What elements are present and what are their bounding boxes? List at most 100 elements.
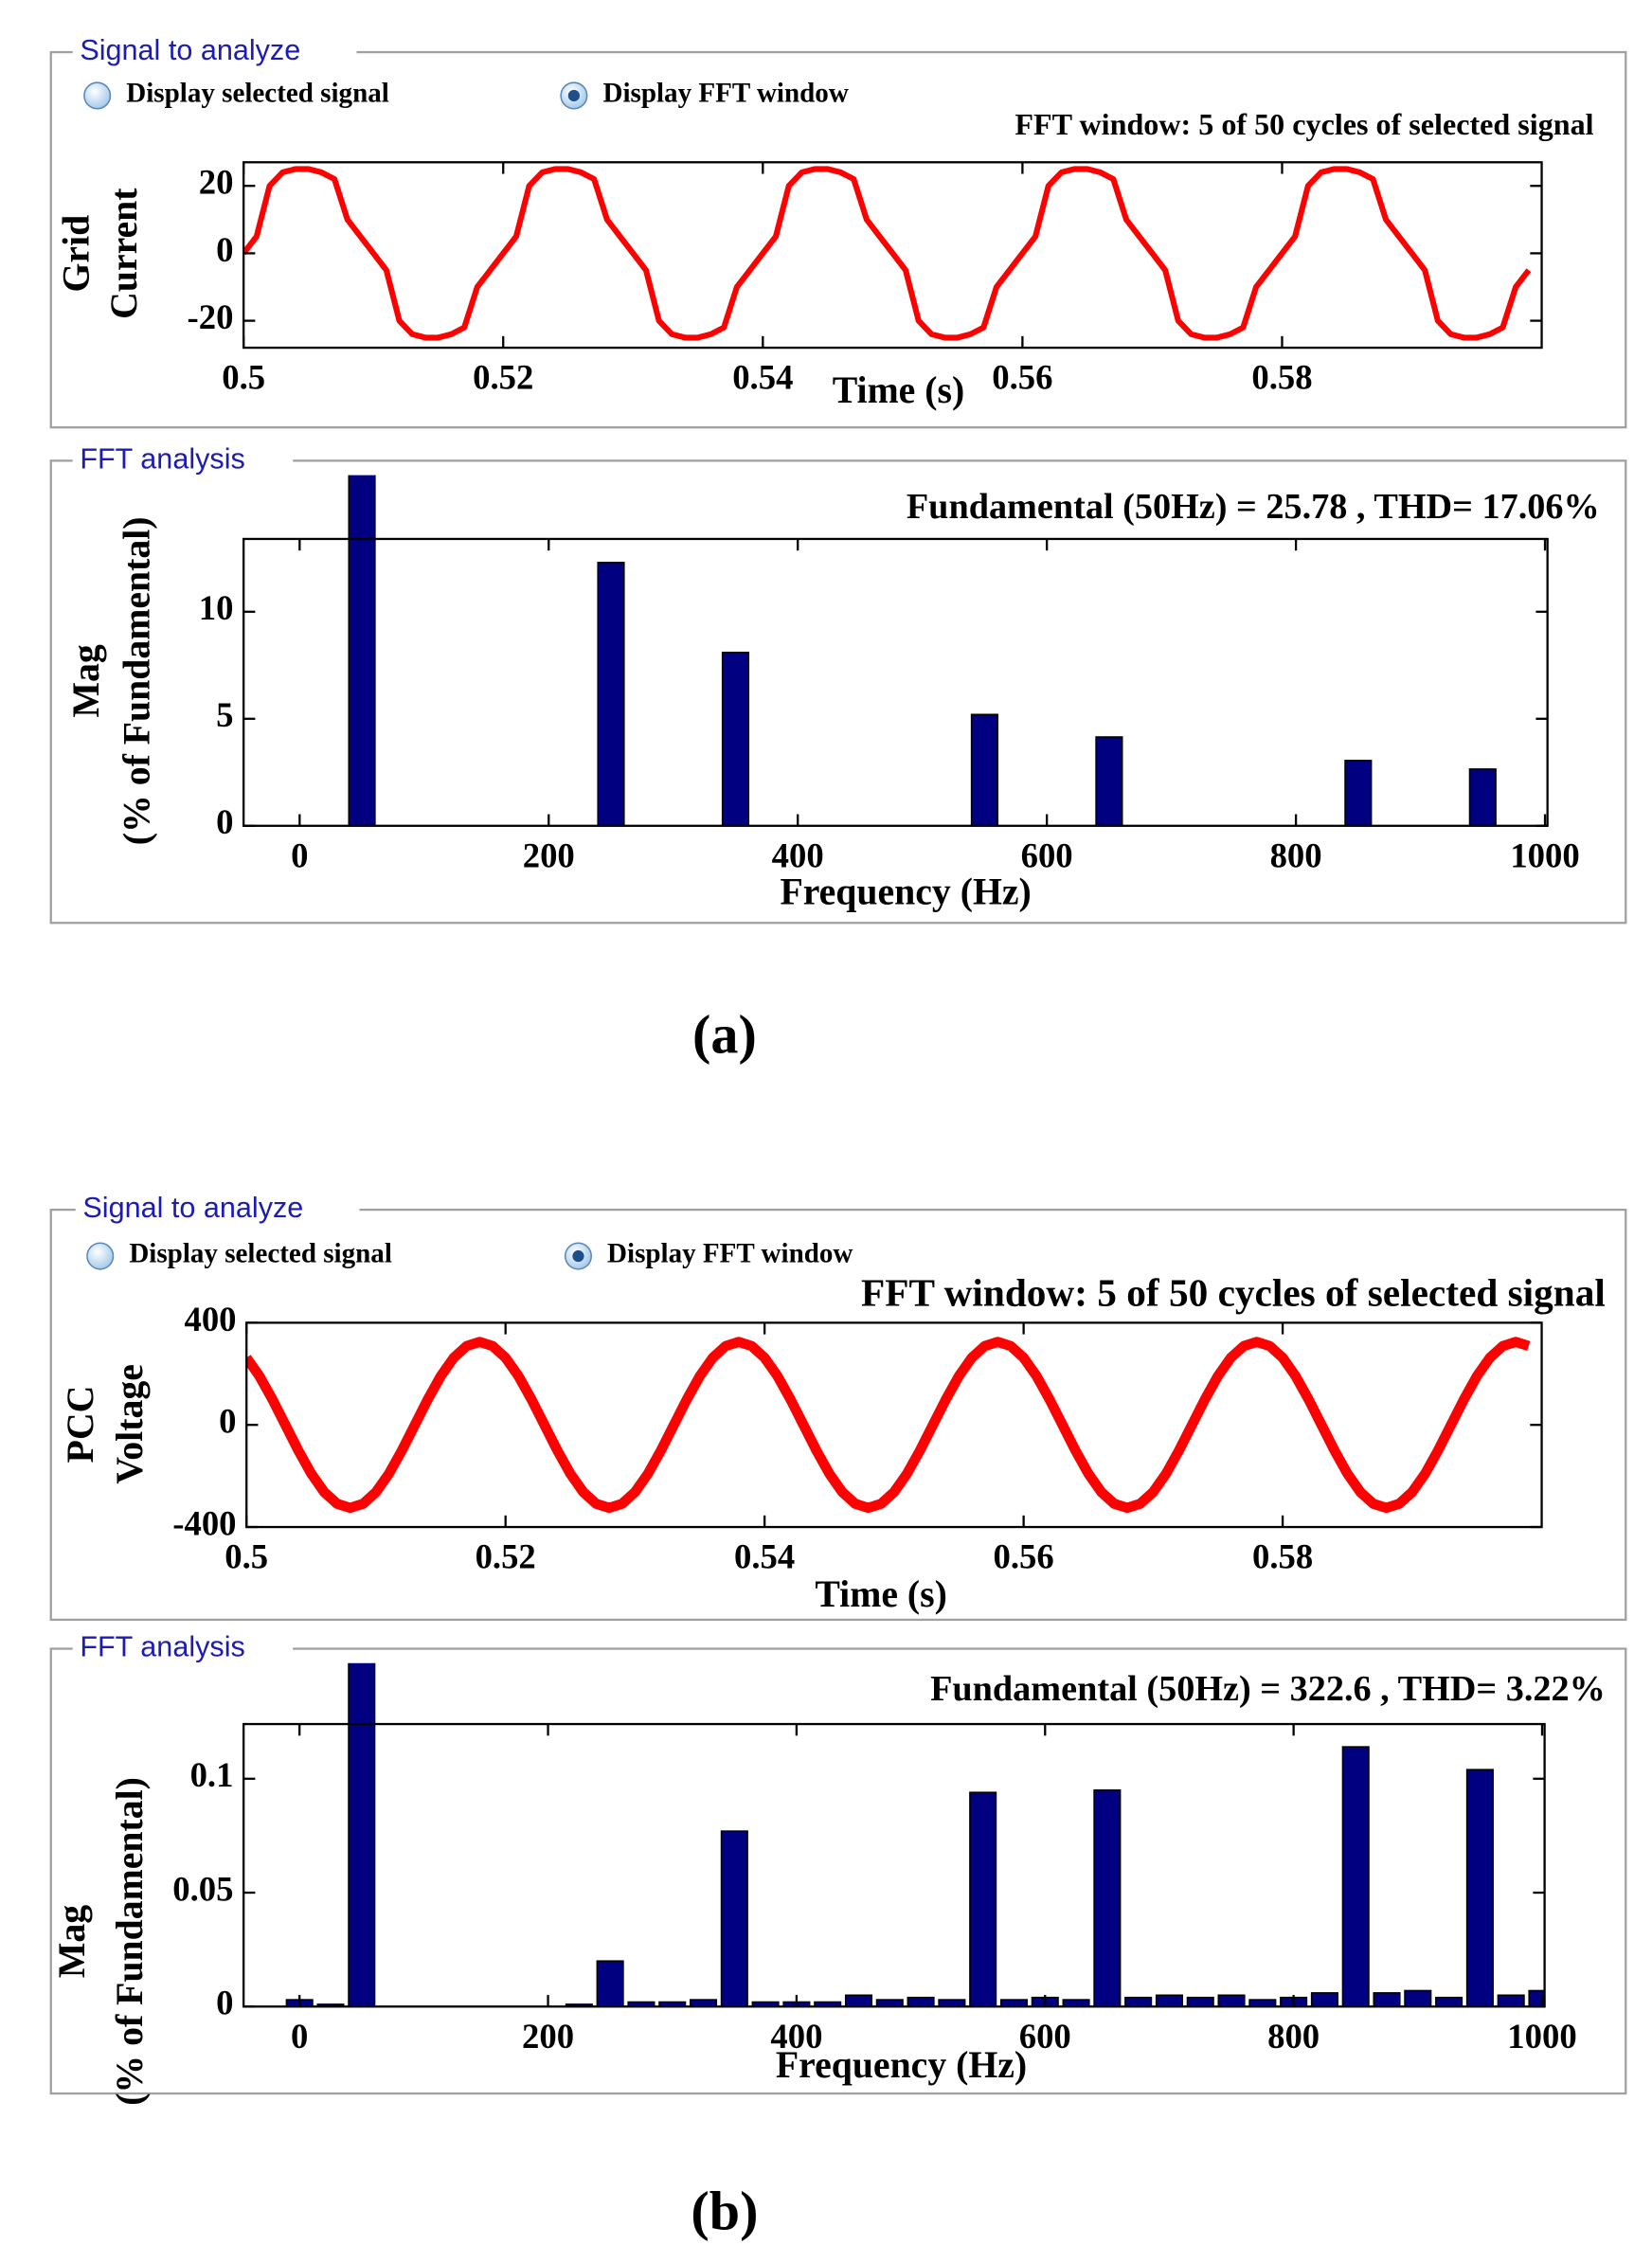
bar bbox=[1310, 1992, 1338, 2007]
radio-dot bbox=[567, 89, 580, 102]
x-tick-label: 800 bbox=[1270, 835, 1322, 874]
x-axis-label: Time (s) bbox=[815, 1573, 946, 1615]
y-tick-label: -20 bbox=[188, 297, 234, 336]
x-axis-label: Frequency (Hz) bbox=[776, 2044, 1027, 2086]
y-axis-label: (% of Fundamental) bbox=[117, 516, 158, 845]
bar bbox=[1093, 1789, 1122, 2007]
y-tick-label: 0.05 bbox=[172, 1869, 233, 1908]
group-label: FFT analysis bbox=[80, 1631, 244, 1663]
x-tick-label: 0 bbox=[291, 835, 308, 874]
group-box bbox=[49, 1208, 1627, 1622]
y-axis-label: Mag bbox=[65, 644, 107, 717]
bar bbox=[1435, 1996, 1463, 2007]
bar bbox=[1155, 1994, 1183, 2007]
group-label-bg bbox=[72, 443, 294, 478]
y-tick-label: 10 bbox=[199, 588, 234, 627]
x-tick-label: 200 bbox=[522, 2017, 574, 2056]
fft-window-text: FFT window: 5 of 50 cycles of selected s… bbox=[861, 1270, 1606, 1314]
group-box bbox=[49, 1647, 1627, 2095]
x-tick-label: 1000 bbox=[1510, 835, 1579, 874]
bar bbox=[596, 1960, 624, 2007]
fft-result-title: Fundamental (50Hz) = 322.6 , THD= 3.22% bbox=[930, 1669, 1606, 1709]
marks bbox=[348, 475, 1497, 826]
signal-line bbox=[243, 166, 1532, 341]
plot-area bbox=[243, 538, 1548, 826]
group-label: FFT analysis bbox=[80, 442, 244, 475]
x-tick-label: 0 bbox=[291, 2017, 308, 2056]
bar bbox=[907, 1996, 935, 2007]
marks bbox=[246, 1337, 1531, 1514]
axes-frame bbox=[242, 1722, 1546, 2008]
bar bbox=[658, 2001, 687, 2007]
bar bbox=[1186, 1996, 1214, 2007]
y-axis-label: Current bbox=[103, 188, 145, 319]
y-axis-label: Voltage bbox=[109, 1364, 151, 1484]
radio-button[interactable] bbox=[86, 1242, 115, 1270]
y-tick-label: 0.1 bbox=[190, 1755, 234, 1794]
x-tick-label: 0.56 bbox=[994, 1537, 1054, 1576]
x-tick-label: 0.54 bbox=[732, 358, 793, 397]
signal-line bbox=[246, 1337, 1531, 1514]
bar bbox=[969, 1791, 997, 2007]
x-axis-label: Frequency (Hz) bbox=[780, 871, 1031, 912]
bar bbox=[1468, 768, 1497, 826]
x-tick-label: 0.58 bbox=[1252, 1537, 1313, 1576]
y-tick-label: 0 bbox=[216, 230, 233, 269]
y-tick-label: 0 bbox=[216, 1984, 233, 2022]
radio-label[interactable]: Display selected signal bbox=[126, 79, 389, 109]
bar bbox=[844, 1994, 873, 2007]
marks bbox=[243, 166, 1532, 341]
bar bbox=[1341, 1746, 1370, 2007]
x-tick-label: 0.5 bbox=[224, 1537, 268, 1576]
bar bbox=[1217, 1994, 1246, 2007]
bar bbox=[1497, 1994, 1525, 2007]
y-tick-label: 5 bbox=[216, 695, 233, 734]
group-label: Signal to analyze bbox=[80, 34, 300, 66]
bar bbox=[1344, 760, 1373, 826]
y-tick-label: 0 bbox=[216, 802, 233, 841]
x-tick-label: 600 bbox=[1021, 835, 1073, 874]
y-tick-label: 0 bbox=[219, 1402, 236, 1441]
x-tick-label: 400 bbox=[772, 835, 824, 874]
group-label-bg bbox=[72, 34, 357, 70]
bar bbox=[627, 2001, 655, 2007]
x-tick-label: 600 bbox=[1019, 2017, 1071, 2056]
radio-label[interactable]: Display FFT window bbox=[607, 1239, 853, 1269]
y-axis-label: Mag bbox=[51, 1905, 93, 1978]
plot-area bbox=[243, 1724, 1545, 2007]
bar bbox=[751, 2001, 780, 2007]
x-tick-label: 800 bbox=[1267, 2017, 1320, 2056]
y-axis-label: PCC bbox=[60, 1386, 101, 1464]
x-axis-label: Time (s) bbox=[833, 369, 964, 411]
y-axis-label: Grid bbox=[55, 215, 97, 293]
radio-dot bbox=[572, 1249, 584, 1263]
bar bbox=[1465, 1769, 1494, 2007]
radio-label[interactable]: Display FFT window bbox=[602, 79, 848, 109]
x-tick-label: 0.54 bbox=[734, 1537, 795, 1576]
y-tick-label: -400 bbox=[172, 1503, 236, 1542]
group-label: Signal to analyze bbox=[82, 1192, 303, 1224]
figure-label: (b) bbox=[691, 2180, 758, 2241]
bar bbox=[814, 2001, 842, 2007]
axes-frame bbox=[242, 537, 1549, 827]
x-tick-label: 0.52 bbox=[473, 358, 533, 397]
fft-window-text: FFT window: 5 of 50 cycles of selected s… bbox=[1015, 107, 1593, 141]
bar bbox=[348, 475, 376, 826]
axes-frame bbox=[242, 161, 1543, 350]
radio-button[interactable] bbox=[83, 81, 112, 110]
group-label-bg bbox=[72, 1631, 294, 1666]
y-tick-label: 400 bbox=[184, 1300, 236, 1338]
y-tick-label: 20 bbox=[199, 163, 234, 202]
bar bbox=[1124, 1996, 1153, 2007]
bar bbox=[1095, 736, 1123, 826]
group-label-bg bbox=[75, 1192, 360, 1228]
bar bbox=[597, 562, 625, 826]
x-tick-label: 0.56 bbox=[992, 358, 1052, 397]
radio-label[interactable]: Display selected signal bbox=[129, 1239, 392, 1269]
x-tick-label: 0.52 bbox=[476, 1537, 536, 1576]
bar bbox=[721, 651, 750, 826]
group-box bbox=[49, 50, 1627, 429]
x-tick-label: 200 bbox=[523, 835, 575, 874]
x-tick-label: 400 bbox=[770, 2017, 822, 2056]
